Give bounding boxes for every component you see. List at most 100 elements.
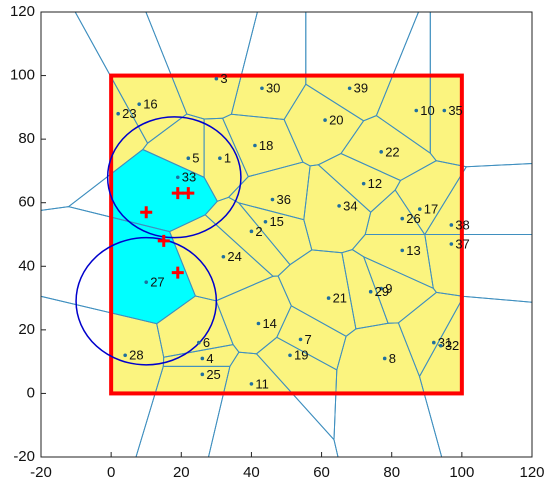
voronoi-cell (303, 164, 371, 253)
point-label: 5 (192, 151, 199, 166)
point-label: 24 (227, 249, 241, 264)
point (298, 337, 303, 342)
point-label: 25 (206, 367, 220, 382)
cross-marker (157, 234, 170, 247)
voronoi-cell (216, 276, 292, 354)
voronoi-cell (156, 296, 234, 358)
y-tick-label: 80 (18, 130, 35, 147)
point (116, 111, 120, 116)
cross-marker (171, 266, 184, 279)
y-tick-label: 60 (18, 194, 35, 211)
voronoi-cell (278, 249, 356, 337)
x-tick-label: 80 (383, 464, 400, 481)
point-label: 3 (220, 71, 227, 86)
voronoi-cell (318, 153, 401, 213)
point (263, 219, 268, 224)
cross-marker (140, 206, 153, 219)
point (175, 175, 180, 180)
voronoi-cell (111, 149, 218, 232)
point-label: 33 (182, 170, 196, 185)
point (144, 280, 149, 284)
point-label: 15 (269, 214, 283, 229)
point-label: 8 (389, 351, 396, 366)
region-box (109, 73, 464, 396)
point-label: 29 (375, 284, 389, 299)
y-tick-label: 40 (18, 257, 35, 274)
voronoi-cell (284, 84, 364, 166)
voronoi-edge (341, 249, 389, 330)
point (123, 353, 127, 358)
point (432, 340, 436, 345)
voronoi-cell (430, 75, 462, 166)
voronoi-cell (142, 114, 205, 178)
x-tick-label: 60 (313, 464, 330, 481)
point-label: 9 (385, 281, 392, 296)
point-label: 6 (203, 335, 210, 350)
point-label: 7 (305, 332, 312, 347)
voronoi-edge (41, 295, 165, 457)
voronoi-cell (352, 234, 434, 289)
point (379, 150, 383, 154)
point (368, 289, 373, 294)
point (347, 86, 352, 91)
x-tick-label: 20 (173, 464, 190, 481)
point (400, 248, 405, 253)
point (379, 286, 383, 291)
x-tick-label: 120 (519, 464, 544, 481)
voronoi-cell (256, 337, 337, 394)
point (400, 216, 405, 221)
cell-edges (41, 12, 532, 457)
point-label: 2 (255, 224, 262, 239)
voronoi-cell (365, 190, 425, 235)
point-label: 32 (445, 338, 459, 353)
cross-marker (182, 187, 195, 200)
coverage-circle (75, 236, 218, 366)
point (221, 254, 226, 259)
point (200, 372, 205, 377)
voronoi-cell (376, 75, 431, 154)
voronoi-cell (205, 197, 290, 277)
voronoi-cell (223, 352, 293, 394)
voronoi-cell (395, 160, 462, 235)
y-tick-label: 100 (10, 67, 35, 84)
y-tick-label: 120 (10, 3, 35, 20)
point-label: 21 (333, 291, 347, 306)
point-label: 16 (143, 97, 157, 112)
point (200, 356, 205, 361)
point-label: 11 (255, 376, 269, 391)
point-label: 30 (266, 81, 280, 96)
voronoi-cell (398, 292, 462, 377)
point-label: 36 (276, 192, 290, 207)
x-tick-label: 40 (243, 464, 260, 481)
point (186, 156, 191, 161)
voronoi-edge (67, 148, 218, 233)
point (442, 108, 447, 113)
voronoi-cell (111, 312, 164, 394)
point-label: 17 (424, 202, 438, 217)
point-label: 37 (455, 236, 469, 251)
voronoi-edge (305, 12, 420, 122)
point (256, 321, 261, 326)
point-label: 20 (329, 113, 343, 128)
x-tick-label: 100 (449, 464, 474, 481)
point-label: 10 (420, 103, 434, 118)
point-label: 13 (406, 243, 420, 258)
axes-box (40, 11, 533, 458)
point-label: 26 (406, 211, 420, 226)
point-label: 35 (448, 103, 462, 118)
point (414, 108, 419, 113)
voronoi-cell (276, 305, 347, 370)
point-label: 18 (259, 138, 273, 153)
point-label: 1 (224, 151, 231, 166)
point-label: 23 (122, 106, 136, 121)
point-label: 38 (455, 217, 469, 232)
point (361, 181, 366, 186)
point-label: 14 (262, 316, 276, 331)
cross-marker (171, 187, 184, 200)
point-label: 39 (354, 81, 368, 96)
point (249, 229, 254, 234)
voronoi-cell (341, 249, 389, 329)
point-label: 12 (368, 176, 382, 191)
voronoi-cell (305, 75, 393, 121)
